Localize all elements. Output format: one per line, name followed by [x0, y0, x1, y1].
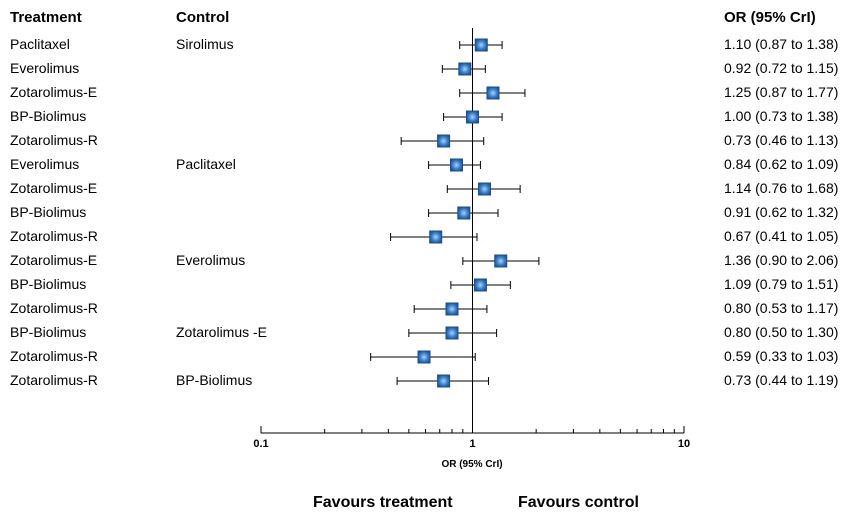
or-marker	[494, 254, 508, 268]
row-or-label: 1.09 (0.79 to 1.51)	[724, 276, 839, 292]
row-or-label: 1.36 (0.90 to 2.06)	[724, 252, 839, 268]
header-control: Control	[176, 9, 230, 26]
row-treatment: Zotarolimus-R	[10, 132, 98, 148]
or-marker	[457, 206, 471, 220]
or-marker	[449, 158, 463, 172]
row-treatment: Paclitaxel	[10, 36, 70, 52]
row-treatment: Zotarolimus-R	[10, 300, 98, 316]
or-marker	[445, 302, 459, 316]
row-treatment: Zotarolimus-E	[10, 84, 98, 100]
row-or-label: 1.14 (0.76 to 1.68)	[724, 180, 839, 196]
row-or-label: 0.59 (0.33 to 1.03)	[724, 348, 839, 364]
row-control: Sirolimus	[176, 36, 234, 52]
row-or-label: 1.25 (0.87 to 1.77)	[724, 84, 839, 100]
or-marker	[486, 86, 500, 100]
or-marker	[437, 374, 451, 388]
or-marker	[429, 230, 443, 244]
x-axis-label: OR (95% CrI)	[441, 459, 503, 470]
x-tick-label: 10	[677, 438, 691, 450]
row-or-label: 0.67 (0.41 to 1.05)	[724, 228, 839, 244]
row-treatment: Zotarolimus-E	[10, 180, 98, 196]
or-marker	[458, 62, 472, 76]
row-treatment: Zotarolimus-R	[10, 228, 98, 244]
or-marker	[417, 350, 431, 364]
row-or-label: 0.73 (0.44 to 1.19)	[724, 372, 839, 388]
or-marker	[445, 326, 459, 340]
row-treatment: Zotarolimus-E	[10, 252, 98, 268]
row-control: Paclitaxel	[176, 156, 236, 172]
header-treatment: Treatment	[10, 9, 82, 26]
row-or-label: 0.73 (0.46 to 1.13)	[724, 132, 839, 148]
row-treatment: Everolimus	[10, 60, 80, 76]
row-or-label: 0.80 (0.50 to 1.30)	[724, 324, 839, 340]
row-control: BP-Biolimus	[176, 372, 253, 388]
or-marker	[473, 278, 487, 292]
row-treatment: BP-Biolimus	[10, 324, 87, 340]
row-control: Everolimus	[176, 252, 246, 268]
row-treatment: Zotarolimus-R	[10, 372, 98, 388]
row-treatment: BP-Biolimus	[10, 108, 87, 124]
x-tick-label: 1	[469, 438, 476, 450]
row-treatment: BP-Biolimus	[10, 276, 87, 292]
or-marker	[466, 110, 479, 124]
row-or-label: 0.91 (0.62 to 1.32)	[724, 204, 839, 220]
row-or-label: 1.00 (0.73 to 1.38)	[724, 108, 839, 124]
or-marker	[474, 38, 488, 52]
or-marker	[478, 182, 492, 196]
row-treatment: Everolimus	[10, 156, 80, 172]
favours-treatment-label: Favours treatment	[313, 494, 453, 511]
or-marker	[437, 134, 451, 148]
row-treatment: BP-Biolimus	[10, 204, 87, 220]
row-or-label: 0.80 (0.53 to 1.17)	[724, 300, 839, 316]
x-tick-label: 0.1	[253, 438, 269, 450]
row-or-label: 0.92 (0.72 to 1.15)	[724, 60, 839, 76]
row-or-label: 0.84 (0.62 to 1.09)	[724, 156, 839, 172]
row-control: Zotarolimus -E	[176, 324, 268, 340]
favours-control-label: Favours control	[518, 494, 639, 511]
row-or-label: 1.10 (0.87 to 1.38)	[724, 36, 839, 52]
header-or: OR (95% CrI)	[724, 9, 816, 26]
row-treatment: Zotarolimus-R	[10, 348, 98, 364]
